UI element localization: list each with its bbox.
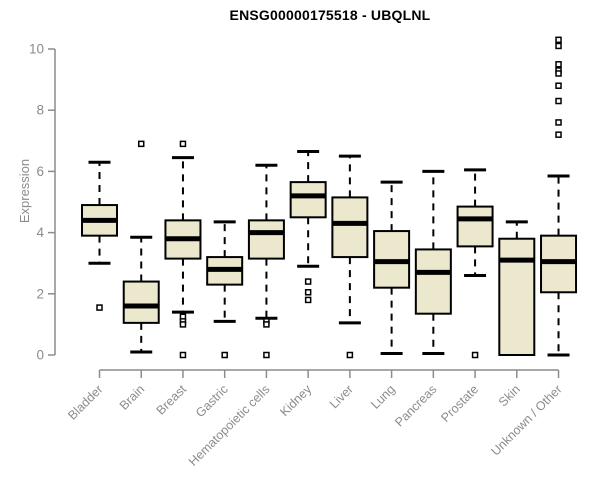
outlier-point-kidney: [304, 278, 312, 285]
outlier-point-breast: [179, 351, 187, 359]
y-tick-label: 6: [36, 164, 44, 179]
outlier-point-unknown-other: [555, 70, 562, 77]
outlier-point-unknown-other: [555, 36, 562, 44]
outlier-point-unknown-other: [555, 131, 562, 138]
outlier-point-kidney: [304, 289, 312, 296]
y-tick-label: 4: [36, 225, 44, 240]
x-tick-label-bladder: Bladder: [65, 382, 105, 422]
y-axis-label: Expression: [17, 158, 32, 224]
box-skin: [498, 237, 536, 356]
outlier-point-bladder: [96, 304, 103, 311]
x-tick-label-unknown-other: Unknown / Other: [488, 382, 564, 458]
box-brain: [122, 280, 160, 324]
outlier-point-gastric: [221, 351, 228, 359]
box-hematopoietic-cells: [247, 219, 285, 260]
y-tick-label: 10: [29, 42, 44, 57]
x-tick-label-pancreas: Pancreas: [392, 382, 439, 429]
box-kidney: [289, 181, 327, 219]
outlier-point-hematopoietic-cells: [263, 321, 270, 328]
y-tick-label: 0: [36, 348, 44, 363]
outlier-point-brain: [137, 140, 145, 148]
x-tick-label-brain: Brain: [117, 382, 148, 413]
x-tick-label-kidney: Kidney: [277, 382, 314, 419]
outlier-point-hematopoietic-cells: [263, 351, 270, 359]
outlier-point-breast: [179, 321, 187, 328]
outlier-point-breast: [179, 140, 187, 148]
box-prostate: [456, 205, 494, 248]
x-tick-label-hematopoietic-cells: Hematopoietic cells: [186, 382, 273, 469]
outlier-point-unknown-other: [555, 119, 562, 126]
box-pancreas: [414, 248, 452, 315]
x-tick-label-skin: Skin: [496, 382, 523, 409]
x-tick-label-prostate: Prostate: [438, 382, 481, 425]
outlier-point-unknown-other: [555, 42, 562, 50]
chart-title: ENSG00000175518 - UBQLNL: [229, 7, 431, 23]
x-tick-label-liver: Liver: [327, 382, 356, 411]
x-tick-label-lung: Lung: [368, 382, 398, 412]
outlier-point-prostate: [471, 351, 479, 359]
outlier-point-unknown-other: [555, 82, 562, 89]
outlier-point-kidney: [304, 296, 312, 304]
outlier-point-unknown-other: [555, 61, 562, 68]
y-tick-label: 8: [36, 103, 44, 118]
outlier-point-unknown-other: [555, 97, 562, 105]
x-tick-label-gastric: Gastric: [193, 382, 231, 420]
x-tick-label-breast: Breast: [154, 382, 190, 418]
y-tick-label: 2: [36, 286, 44, 301]
box-liver: [331, 196, 369, 259]
outlier-point-liver: [346, 351, 354, 359]
